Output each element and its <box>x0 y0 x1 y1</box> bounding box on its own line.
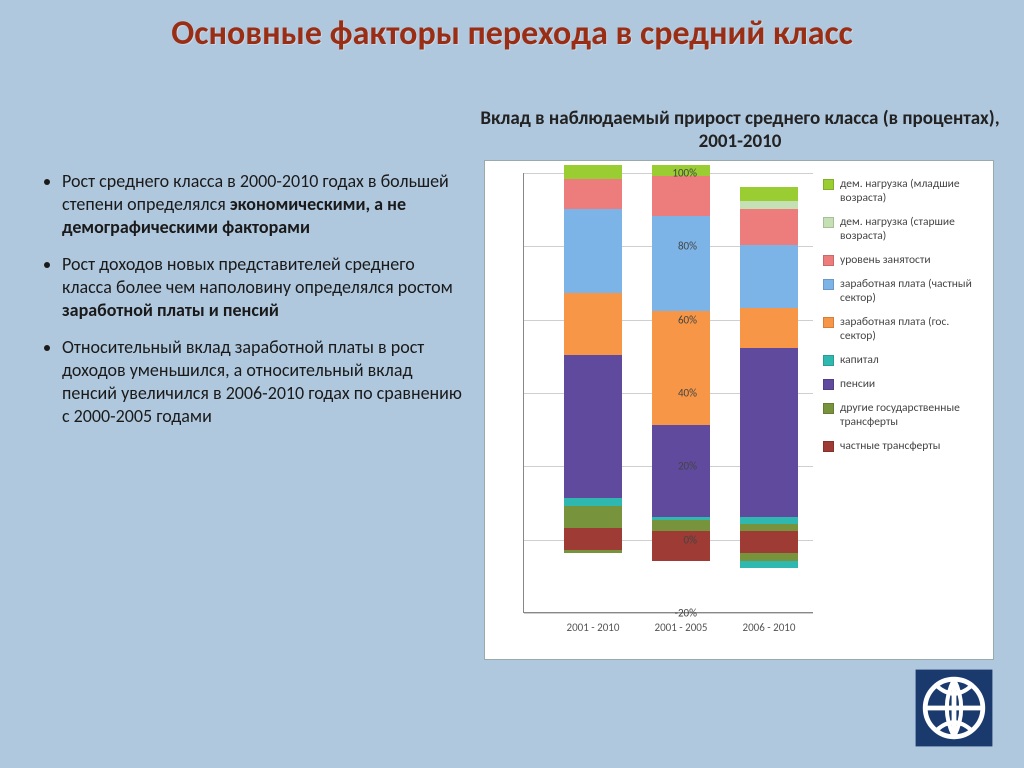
y-tick-label: 100% <box>663 167 697 180</box>
bullet-item: Рост доходов новых представителей средне… <box>62 253 464 322</box>
legend-item: другие государственные трансферты <box>823 401 987 429</box>
x-tick-label: 2001 - 2005 <box>652 621 710 634</box>
chart-subtitle: Вклад в наблюдаемый прирост среднего кла… <box>480 108 1000 154</box>
legend-label: дем. нагрузка (старшие возраста) <box>840 215 987 243</box>
legend-swatch <box>823 379 834 390</box>
legend-swatch <box>823 441 834 452</box>
y-tick-label: 80% <box>663 240 697 253</box>
legend-label: дем. нагрузка (младшие возраста) <box>840 177 987 205</box>
legend-item: частные трансферты <box>823 439 987 453</box>
legend-label: капитал <box>840 353 879 367</box>
bullet-list: Рост среднего класса в 2000-2010 годах в… <box>44 170 464 442</box>
legend-label: заработная плата (гос. сектор) <box>840 315 987 343</box>
legend-item: заработная плата (гос. сектор) <box>823 315 987 343</box>
legend-item: дем. нагрузка (младшие возраста) <box>823 177 987 205</box>
contribution-chart: 2001 - 2010 2001 - 2005 2006 - 2010 дем. н… <box>484 160 994 660</box>
legend-label: заработная плата (частный сектор) <box>840 277 987 305</box>
bar-column: 2001 - 2010 <box>564 172 622 612</box>
y-tick-label: 0% <box>663 533 697 546</box>
chart-legend: дем. нагрузка (младшие возраста) дем. наг… <box>823 177 987 463</box>
legend-swatch <box>823 279 834 290</box>
y-tick-label: -20% <box>663 607 697 620</box>
legend-label: пенсии <box>840 377 875 391</box>
slide-title: Основные факторы перехода в средний клас… <box>0 0 1024 59</box>
legend-swatch <box>823 355 834 366</box>
legend-swatch <box>823 179 834 190</box>
legend-item: уровень занятости <box>823 253 987 267</box>
legend-item: дем. нагрузка (старшие возраста) <box>823 215 987 243</box>
legend-swatch <box>823 317 834 328</box>
world-bank-logo <box>914 668 994 748</box>
bullet-item: Относительный вклад заработной платы в р… <box>62 336 464 428</box>
legend-item: пенсии <box>823 377 987 391</box>
legend-swatch <box>823 217 834 228</box>
bar-column: 2006 - 2010 <box>740 172 798 612</box>
y-tick-label: 60% <box>663 313 697 326</box>
legend-item: капитал <box>823 353 987 367</box>
legend-label: другие государственные трансферты <box>840 401 987 429</box>
y-tick-label: 20% <box>663 460 697 473</box>
x-tick-label: 2001 - 2010 <box>564 621 622 634</box>
legend-swatch <box>823 403 834 414</box>
legend-item: заработная плата (частный сектор) <box>823 277 987 305</box>
x-tick-label: 2006 - 2010 <box>740 621 798 634</box>
legend-swatch <box>823 255 834 266</box>
legend-label: уровень занятости <box>840 253 931 267</box>
y-tick-label: 40% <box>663 387 697 400</box>
bullet-item: Рост среднего класса в 2000-2010 годах в… <box>62 170 464 239</box>
legend-label: частные трансферты <box>840 439 940 453</box>
